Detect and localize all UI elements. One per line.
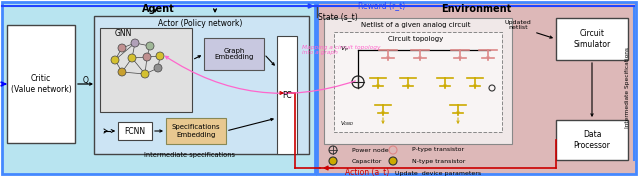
Text: GNN: GNN xyxy=(115,30,132,39)
Text: Actor (Policy network): Actor (Policy network) xyxy=(158,18,242,27)
FancyBboxPatch shape xyxy=(94,16,309,154)
FancyBboxPatch shape xyxy=(324,18,512,144)
Circle shape xyxy=(156,52,164,60)
Circle shape xyxy=(141,70,149,78)
Text: Netlist of a given analog circuit: Netlist of a given analog circuit xyxy=(361,22,471,28)
FancyBboxPatch shape xyxy=(166,118,226,144)
Text: Agent: Agent xyxy=(141,4,174,14)
FancyBboxPatch shape xyxy=(556,18,628,60)
Text: Graph
Embedding: Graph Embedding xyxy=(214,48,253,61)
Circle shape xyxy=(131,39,139,47)
Text: $V_p$: $V_p$ xyxy=(340,45,349,55)
FancyBboxPatch shape xyxy=(204,38,264,70)
Circle shape xyxy=(146,42,154,50)
Text: Power node: Power node xyxy=(352,147,388,152)
FancyBboxPatch shape xyxy=(277,36,297,154)
Circle shape xyxy=(389,157,397,165)
FancyBboxPatch shape xyxy=(317,2,636,174)
Text: Update  device parameters: Update device parameters xyxy=(395,171,481,175)
Text: N-type transistor: N-type transistor xyxy=(412,159,465,164)
Circle shape xyxy=(154,64,162,72)
FancyBboxPatch shape xyxy=(7,25,75,143)
Text: FC: FC xyxy=(282,90,292,99)
Text: Critic
(Value network): Critic (Value network) xyxy=(11,74,72,94)
Text: Data
Processor: Data Processor xyxy=(573,130,611,150)
Text: Action (a_t): Action (a_t) xyxy=(345,168,389,176)
Text: Capacitor: Capacitor xyxy=(352,159,382,164)
Text: Intermediate specifications: Intermediate specifications xyxy=(145,152,236,158)
Text: P-type transistor: P-type transistor xyxy=(412,147,464,152)
Circle shape xyxy=(111,56,119,64)
Circle shape xyxy=(143,53,151,61)
FancyBboxPatch shape xyxy=(334,32,502,132)
FancyBboxPatch shape xyxy=(100,28,192,112)
Text: $V_{GND}$: $V_{GND}$ xyxy=(340,120,355,128)
Text: Q: Q xyxy=(83,76,89,84)
Text: Reward (r_t): Reward (r_t) xyxy=(358,2,405,11)
Text: FCNN: FCNN xyxy=(124,127,145,136)
Text: State (s_t): State (s_t) xyxy=(318,12,358,21)
Text: Intermediate Specifications: Intermediate Specifications xyxy=(625,48,630,128)
Text: Circuit topology: Circuit topology xyxy=(388,36,444,42)
Circle shape xyxy=(118,44,126,52)
FancyBboxPatch shape xyxy=(118,122,152,140)
Text: Updated
netlist: Updated netlist xyxy=(504,20,531,30)
Circle shape xyxy=(128,54,136,62)
Text: Specifications
Embedding: Specifications Embedding xyxy=(172,124,220,137)
Circle shape xyxy=(329,157,337,165)
FancyBboxPatch shape xyxy=(2,2,315,174)
FancyBboxPatch shape xyxy=(556,120,628,160)
Text: Environment: Environment xyxy=(441,4,511,14)
Text: Mapping a circuit topology
into a graph: Mapping a circuit topology into a graph xyxy=(302,45,381,55)
Text: Circuit
Simulator: Circuit Simulator xyxy=(573,29,611,49)
Circle shape xyxy=(118,68,126,76)
